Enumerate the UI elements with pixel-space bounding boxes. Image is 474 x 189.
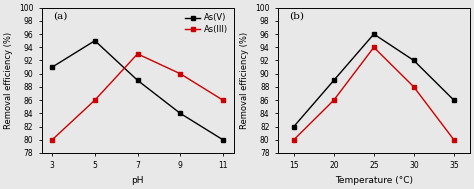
Legend: As(V), As(III): As(V), As(III): [183, 12, 229, 35]
As(III): [177, 73, 183, 75]
As(V): [92, 40, 98, 42]
As(V): [177, 112, 183, 115]
As(V): [411, 59, 417, 62]
As(III): [220, 99, 226, 101]
As(V): [331, 79, 337, 81]
As(III): [451, 139, 456, 141]
Text: (b): (b): [290, 12, 304, 21]
As(V): [371, 33, 377, 35]
As(V): [220, 139, 226, 141]
As(III): [291, 139, 297, 141]
As(III): [331, 99, 337, 101]
As(III): [371, 46, 377, 48]
Line: As(V): As(V): [50, 39, 225, 142]
As(III): [92, 99, 98, 101]
As(V): [291, 125, 297, 128]
As(III): [49, 139, 55, 141]
As(V): [135, 79, 140, 81]
Text: (a): (a): [53, 12, 67, 21]
Line: As(III): As(III): [292, 45, 456, 142]
X-axis label: pH: pH: [131, 176, 144, 185]
As(III): [411, 86, 417, 88]
Line: As(V): As(V): [292, 32, 456, 129]
Y-axis label: Removal efficiency (%): Removal efficiency (%): [240, 32, 249, 129]
As(V): [49, 66, 55, 68]
Line: As(III): As(III): [50, 52, 225, 142]
As(III): [135, 53, 140, 55]
As(V): [451, 99, 456, 101]
Y-axis label: Removal efficiency (%): Removal efficiency (%): [4, 32, 13, 129]
X-axis label: Temperature (°C): Temperature (°C): [335, 176, 413, 185]
